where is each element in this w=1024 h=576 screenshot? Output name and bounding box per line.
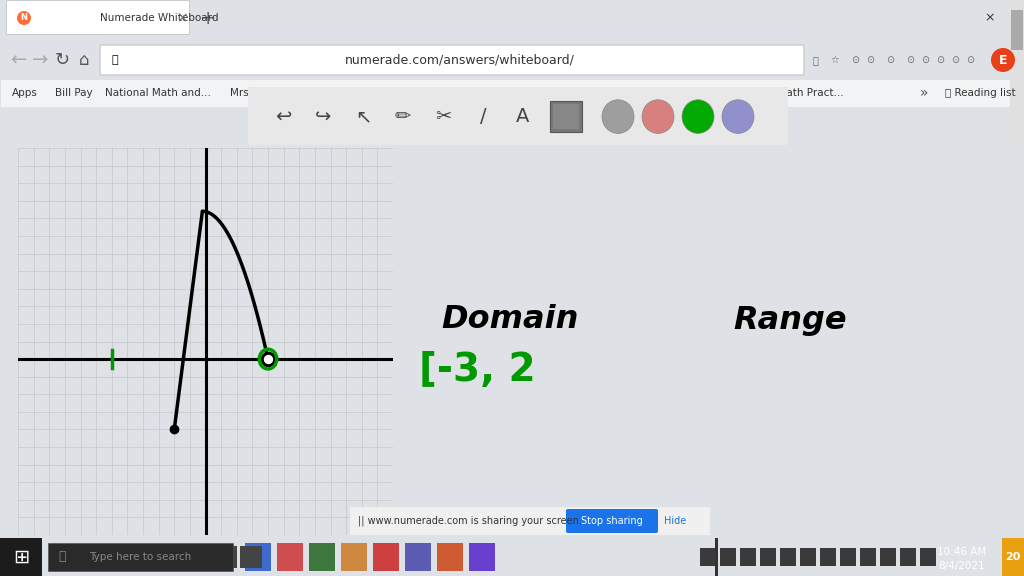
Bar (1010, 0, 1024, 145)
Bar (373, 543, 399, 571)
FancyBboxPatch shape (247, 86, 790, 146)
Text: Final Exam Review -...: Final Exam Review -... (475, 88, 589, 98)
Text: Mrs. Amy Koning -...: Mrs. Amy Koning -... (230, 88, 335, 98)
Text: 8/4/2021: 8/4/2021 (939, 561, 985, 571)
Text: ←: ← (10, 51, 27, 70)
Circle shape (17, 11, 31, 25)
Text: 🔍: 🔍 (58, 551, 66, 563)
Circle shape (602, 100, 634, 134)
Bar (0, 79, 1024, 107)
Text: Type here to search: Type here to search (89, 552, 191, 562)
Text: ⌂: ⌂ (79, 51, 89, 69)
Text: ☆: ☆ (830, 55, 840, 65)
FancyBboxPatch shape (6, 1, 189, 35)
Text: 10:46 AM: 10:46 AM (937, 547, 987, 557)
Text: ✏: ✏ (395, 107, 412, 126)
Bar (900, 548, 916, 566)
Bar (278, 543, 303, 571)
Text: ⊙: ⊙ (866, 55, 874, 65)
Text: numerade.com/answers/whiteboard/: numerade.com/answers/whiteboard/ (345, 54, 574, 66)
Text: IXL | Math. Languag...: IXL | Math. Languag... (605, 88, 719, 98)
Bar (860, 548, 876, 566)
Text: N: N (20, 13, 28, 22)
Bar (245, 543, 271, 571)
Text: || www.numerade.com is sharing your screen.: || www.numerade.com is sharing your scre… (358, 516, 582, 526)
Text: Range: Range (733, 305, 847, 335)
Text: 20: 20 (1006, 552, 1021, 562)
Bar (341, 543, 367, 571)
Text: ⊙: ⊙ (936, 55, 944, 65)
Bar (780, 548, 796, 566)
Bar (740, 548, 756, 566)
Text: »: » (920, 86, 929, 100)
Text: [-3, 2: [-3, 2 (419, 351, 536, 389)
FancyBboxPatch shape (566, 509, 658, 533)
Bar (880, 548, 896, 566)
Text: Hide: Hide (664, 516, 686, 526)
Text: ↩: ↩ (274, 107, 291, 126)
Text: /: / (479, 107, 486, 126)
Text: ⊙: ⊙ (966, 55, 974, 65)
Bar (700, 548, 716, 566)
Circle shape (642, 100, 674, 134)
Bar (48, 543, 233, 571)
Text: ⊙: ⊙ (851, 55, 859, 65)
Bar (309, 543, 335, 571)
Bar (0, 538, 42, 576)
Bar (820, 548, 836, 566)
Bar (1011, 10, 1023, 50)
Bar (920, 548, 936, 566)
Text: ↖: ↖ (354, 107, 371, 126)
Text: Bill Pay: Bill Pay (55, 88, 92, 98)
Text: ×: × (176, 11, 187, 25)
Circle shape (682, 100, 714, 134)
Text: Apps: Apps (12, 88, 38, 98)
Text: A: A (516, 107, 529, 126)
Bar (550, 101, 582, 132)
Circle shape (722, 100, 754, 134)
Text: →: → (32, 51, 48, 70)
Bar (1002, 538, 1024, 576)
Text: Numerade Whiteboard: Numerade Whiteboard (100, 13, 218, 23)
Text: 🔍: 🔍 (812, 55, 818, 65)
Bar (840, 548, 856, 566)
Text: E: E (998, 54, 1008, 66)
Bar (715, 538, 718, 576)
Bar (720, 548, 736, 566)
Text: ⊙: ⊙ (951, 55, 959, 65)
Text: ⊞: ⊞ (13, 548, 30, 567)
Bar (437, 543, 463, 571)
Text: ↪: ↪ (314, 107, 331, 126)
Bar (215, 546, 237, 568)
Text: ⊙: ⊙ (906, 55, 914, 65)
Text: ↻: ↻ (54, 51, 70, 69)
Text: ⊙: ⊙ (921, 55, 929, 65)
Text: National Math and...: National Math and... (105, 88, 211, 98)
Text: ✂: ✂ (435, 107, 452, 126)
Text: Stop sharing: Stop sharing (582, 516, 643, 526)
FancyBboxPatch shape (348, 506, 712, 536)
Text: 📖 Reading list: 📖 Reading list (945, 88, 1016, 98)
FancyBboxPatch shape (100, 45, 804, 75)
Bar (240, 546, 262, 568)
Text: Algebra 1 – When...: Algebra 1 – When... (355, 88, 457, 98)
Bar (800, 548, 816, 566)
Bar (553, 104, 579, 129)
Circle shape (991, 48, 1015, 72)
Bar (469, 543, 495, 571)
Bar (406, 543, 431, 571)
Text: ×: × (985, 12, 995, 25)
Text: Domain: Domain (441, 305, 579, 335)
Bar (760, 548, 776, 566)
Text: ⊙: ⊙ (886, 55, 894, 65)
Text: +: + (200, 9, 216, 28)
Text: 🔒: 🔒 (112, 55, 119, 65)
Text: Summer Math Pract...: Summer Math Pract... (730, 88, 844, 98)
